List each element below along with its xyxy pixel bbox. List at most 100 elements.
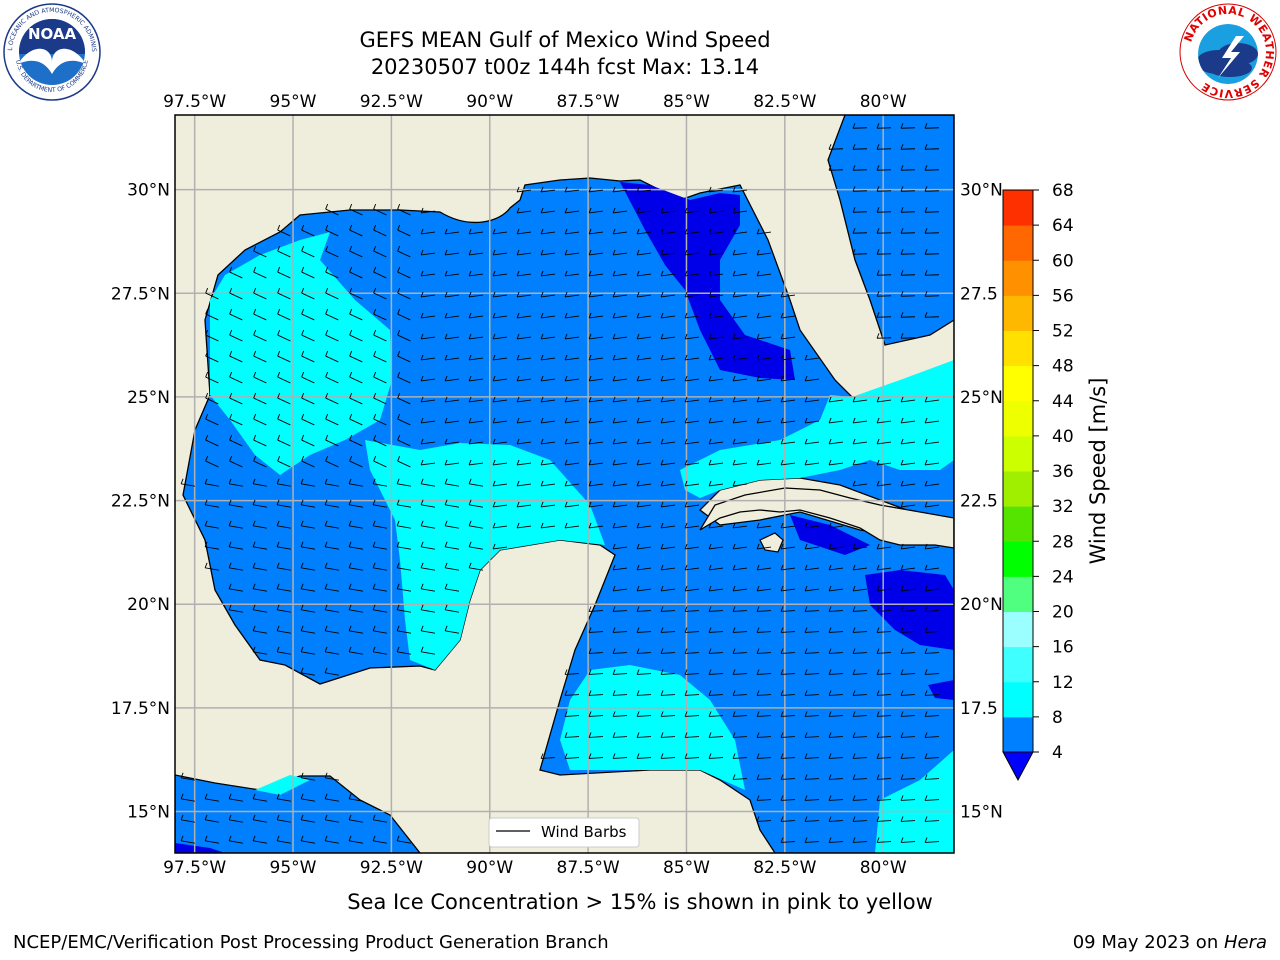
wind-barb	[564, 291, 579, 298]
wind-barb	[660, 291, 675, 298]
wind-barb	[373, 287, 387, 300]
wind-barb	[325, 329, 339, 342]
wind-barb	[229, 371, 243, 384]
wind-barbs	[180, 123, 940, 844]
wind-barb	[804, 774, 820, 780]
wind-barb	[876, 669, 892, 675]
wind-barb	[325, 203, 339, 216]
wind-barb	[756, 249, 771, 256]
wind-barb	[828, 543, 843, 550]
wind-barb	[876, 732, 892, 738]
wind-barb	[564, 438, 579, 445]
wind-barb	[660, 522, 675, 529]
wind-barb	[564, 690, 580, 696]
wind-barb	[540, 375, 555, 382]
wind-barb	[540, 438, 555, 445]
wind-barb	[324, 625, 339, 634]
wind-barb	[301, 224, 315, 237]
wind-8-12-caribbean-west	[255, 775, 310, 795]
wind-barb	[564, 249, 579, 256]
wind-barb	[756, 459, 771, 466]
wind-barb	[324, 772, 339, 781]
colorbar-segment	[1003, 435, 1033, 472]
wind-barb	[876, 837, 892, 843]
wind-barb	[540, 333, 555, 340]
wind-barb	[828, 417, 843, 424]
wind-barb	[229, 266, 243, 279]
wind-barb	[780, 669, 796, 675]
lat-label-left: 15°N	[127, 803, 170, 823]
wind-barb	[804, 585, 819, 592]
wind-barb	[708, 354, 723, 361]
wind-barb	[348, 499, 363, 508]
wind-barb	[444, 541, 459, 550]
wind-barb	[684, 606, 700, 612]
wind-barb	[325, 224, 339, 237]
footer-date-text: 09 May 2023 on	[1072, 932, 1224, 953]
wind-barb	[349, 371, 363, 384]
wind-barb	[397, 266, 411, 279]
wind-barb	[876, 606, 892, 612]
wind-barb	[492, 543, 507, 550]
wind-barb	[804, 648, 820, 654]
lon-label-top: 82.5°W	[753, 92, 816, 112]
wind-barb	[468, 249, 483, 256]
wind-barb	[780, 564, 795, 571]
wind-barb	[229, 287, 243, 300]
wind-barb	[372, 499, 387, 508]
wind-barb	[684, 669, 700, 675]
colorbar-segment	[1003, 260, 1033, 296]
wind-barb	[205, 413, 219, 426]
wind-barb	[253, 413, 267, 426]
footer-date: 09 May 2023 on Hera	[1073, 932, 1267, 953]
wind-barb	[324, 667, 339, 676]
colorbar-tick-label: 68	[1052, 181, 1074, 201]
wind-barb	[828, 648, 844, 654]
wind-barb	[756, 333, 771, 340]
wind-barb	[325, 266, 339, 279]
wind-barb	[636, 480, 651, 487]
wind-barb	[301, 455, 315, 468]
wind-barb	[708, 543, 723, 550]
wind-barb	[468, 478, 483, 487]
wind-barb	[612, 669, 628, 675]
colorbar-tick-label: 24	[1052, 567, 1074, 587]
wind-barb	[900, 333, 916, 339]
wind-barb	[516, 417, 531, 424]
wind-barb	[732, 711, 748, 717]
wind-barb	[348, 646, 363, 655]
lon-label-top: 85°W	[663, 92, 710, 112]
wind-barb	[444, 625, 459, 634]
colorbar-tick-label: 60	[1052, 251, 1074, 271]
wind-barb	[253, 287, 267, 300]
wind-barb	[588, 501, 603, 508]
wind-barb	[612, 249, 627, 256]
legend-label: Wind Barbs	[541, 823, 627, 841]
wind-barb	[852, 732, 868, 738]
wind-barb	[492, 417, 507, 424]
wind-barb	[708, 480, 723, 487]
wind-barb	[876, 795, 892, 801]
wind-barb	[828, 522, 843, 529]
wind-barb	[924, 228, 940, 234]
wind-barb	[924, 837, 940, 843]
wind-barb	[204, 793, 219, 802]
wind-barb	[900, 564, 915, 571]
wind-barb	[588, 333, 603, 340]
wind-barb	[684, 333, 699, 340]
cuba-coast	[699, 487, 954, 549]
wind-barb	[732, 627, 748, 633]
wind-barb	[780, 291, 795, 298]
wind-barb	[828, 816, 844, 822]
wind-barb	[444, 333, 459, 340]
wind-barb	[540, 270, 555, 277]
wind-barb	[756, 522, 771, 529]
wind-barb	[444, 375, 459, 382]
colorbar-tick-label: 12	[1052, 673, 1074, 693]
wind-barb	[325, 392, 339, 405]
wind-barb	[564, 354, 579, 361]
wind-barb	[660, 648, 676, 654]
wind-barb	[732, 375, 747, 382]
wind-barb	[373, 203, 387, 216]
wind-barb	[852, 669, 868, 675]
